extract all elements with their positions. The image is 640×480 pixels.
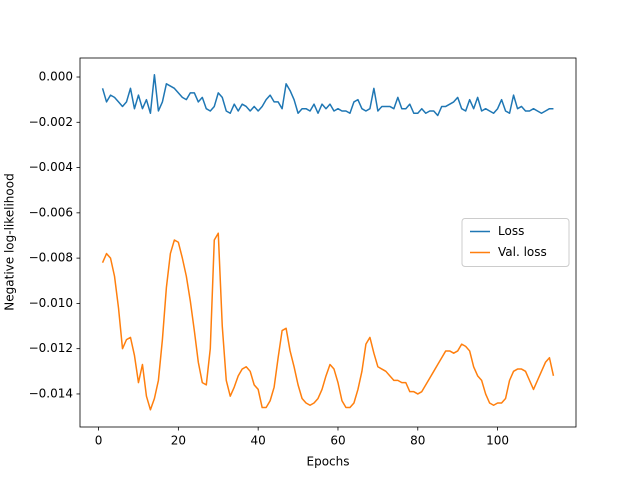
legend-label: Loss [498, 224, 524, 238]
plot-frame [79, 57, 577, 428]
legend-box [461, 218, 570, 267]
series-line [101, 232, 555, 411]
y-tick-label: −0.010 [29, 296, 73, 310]
y-tick-label: −0.008 [29, 251, 73, 265]
x-tick-label: 60 [330, 434, 345, 448]
y-tick-label: −0.006 [29, 205, 73, 219]
x-tick-label: 100 [486, 434, 509, 448]
x-tick-label: 80 [410, 434, 425, 448]
x-tick-label: 40 [251, 434, 266, 448]
x-tick-label: 0 [95, 434, 103, 448]
y-tick-label: −0.002 [29, 115, 73, 129]
legend-label: Val. loss [498, 245, 547, 259]
y-tick-label: −0.004 [29, 160, 73, 174]
x-tick-label: 20 [171, 434, 186, 448]
x-axis-label: Epochs [307, 455, 350, 469]
y-tick-label: −0.012 [29, 341, 73, 355]
y-tick-label: −0.014 [29, 386, 73, 400]
y-axis-label: Negative log-likelihood [3, 173, 17, 310]
y-tick-label: 0.000 [39, 70, 73, 84]
series-line [101, 74, 554, 117]
